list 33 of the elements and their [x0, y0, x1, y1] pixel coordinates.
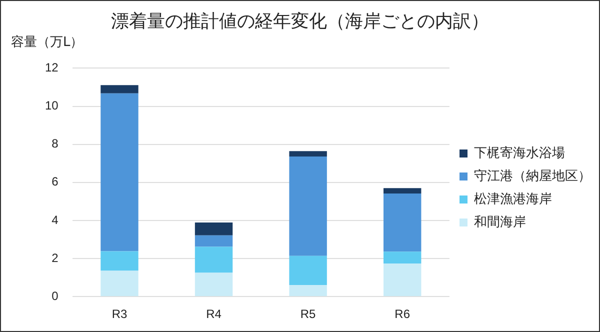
legend-label: 和間海岸 [474, 214, 526, 230]
bar [289, 256, 327, 285]
y-tick-label: 12 [44, 60, 59, 75]
bar [384, 264, 422, 296]
bar [384, 193, 422, 252]
bar [289, 284, 327, 296]
x-tick-label: R3 [112, 307, 128, 322]
bar [384, 252, 422, 264]
bar [289, 156, 327, 256]
y-axis-title: 容量（万L） [11, 34, 84, 51]
bar [100, 251, 138, 271]
y-tick-label: 2 [52, 250, 59, 265]
bar [384, 188, 422, 194]
legend-label: 下梶寄海水浴場 [474, 144, 565, 161]
legend-label: 松津漁港海岸 [474, 192, 552, 207]
x-tick-label: R6 [394, 307, 410, 322]
bar [194, 235, 233, 247]
y-tick-label: 8 [52, 136, 59, 151]
y-tick-label: 4 [52, 212, 59, 227]
x-tick-label: R4 [206, 307, 222, 322]
y-tick-label: 6 [52, 174, 59, 189]
y-tick-label: 10 [44, 98, 59, 113]
bar [100, 85, 138, 94]
bar [100, 270, 138, 296]
chart-title: 漂着量の推計値の経年変化（海岸ごとの内訳） [110, 10, 490, 33]
bar [194, 272, 233, 296]
bar [289, 151, 327, 157]
x-tick-label: R5 [300, 307, 316, 322]
bar [194, 222, 233, 236]
bar [194, 246, 233, 273]
bar [100, 93, 138, 252]
y-tick-label: 0 [52, 288, 59, 303]
legend-label: 守江港（納屋地区） [474, 168, 591, 184]
